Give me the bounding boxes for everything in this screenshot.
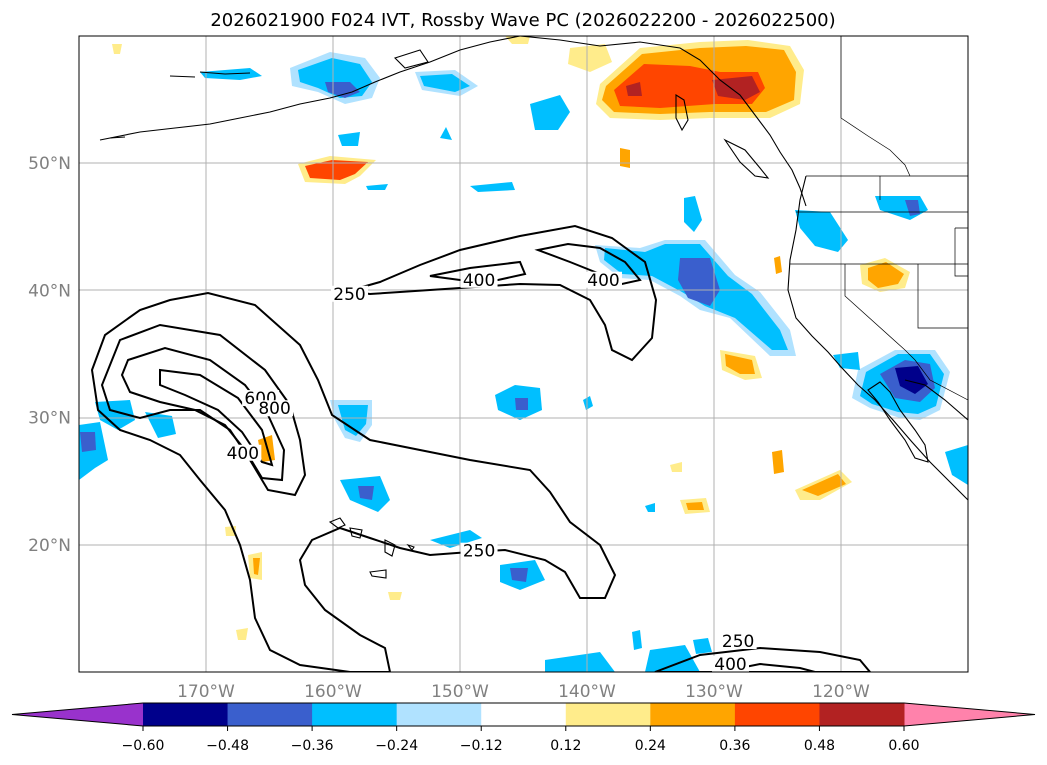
- colorbar-tick-label: −0.48: [206, 738, 249, 754]
- pos-anomaly-great-basin: [774, 256, 910, 292]
- neg-anomaly-aleutian-mid: [415, 70, 478, 96]
- ivt-contour-label: 400: [463, 271, 495, 291]
- ivt-contour-label: 250: [463, 542, 495, 562]
- colorbar: −0.60 −0.48 −0.36 −0.24 −0.12 0.12 0.24 0.36 0.4…: [11, 702, 1036, 754]
- kodiak-island: [393, 49, 429, 69]
- colorbar-bin: [734, 703, 820, 726]
- ivt-contour-label: 250: [333, 285, 365, 305]
- colorbar-bin: [227, 703, 313, 726]
- map-title: 2026021900 F024 IVT, Rossby Wave PC (202…: [210, 10, 835, 31]
- lat-tick-label: 20°N: [28, 536, 71, 556]
- contour-label-background: [585, 271, 623, 288]
- hawaiian-islands: [328, 517, 415, 579]
- lat-tick-label: 40°N: [28, 281, 71, 301]
- political-borders: [790, 36, 968, 401]
- ivt-contour-400-north: [429, 260, 527, 281]
- colorbar-tick-label: −0.36: [291, 738, 334, 754]
- ivt-contour-label: 250: [722, 632, 754, 652]
- colorbar-bin: [481, 703, 567, 726]
- colorbar-bin: [312, 703, 398, 726]
- gridlines: [79, 36, 968, 672]
- negative-pc-anomalies: [79, 52, 968, 672]
- haida-gwaii: [675, 94, 689, 132]
- baja-peninsula: [867, 381, 929, 463]
- colorbar-bin: [650, 703, 736, 726]
- alaska-peninsula-coast: [99, 36, 521, 141]
- colorbar-ticks: −0.60 −0.48 −0.36 −0.24 −0.12 0.12 0.24 0.36 0.4…: [122, 726, 920, 754]
- neg-anomaly-south: [545, 630, 712, 672]
- colorbar-tick-label: −0.12: [460, 738, 503, 754]
- neg-anomaly-subtropics: [330, 385, 655, 590]
- gulf-alaska-coast: [519, 36, 807, 207]
- contour-label-background: [460, 542, 498, 559]
- colorbar-tick-label: −0.24: [375, 738, 418, 754]
- lon-tick-label: 130°W: [685, 682, 743, 702]
- neg-anomaly-oregon-offshore: [684, 196, 702, 232]
- ivt-contour-250-south: [654, 646, 872, 672]
- gulf-california-coast: [904, 379, 968, 421]
- colorbar-bin: [819, 703, 905, 726]
- colorbar-tick-label: 0.12: [550, 738, 581, 754]
- neg-anomaly-east-aleutian: [530, 95, 570, 130]
- lon-tick-label: 160°W: [304, 682, 362, 702]
- lat-tick-label: 50°N: [28, 154, 71, 174]
- contour-label-background: [719, 633, 757, 650]
- colorbar-bin: [565, 703, 651, 726]
- colorbar-tick-label: 0.48: [804, 738, 835, 754]
- canada-provinces-border: [840, 117, 911, 177]
- neg-anomaly-baja: [833, 350, 968, 485]
- state-borders: [790, 176, 968, 401]
- lon-tick-label: 150°W: [431, 682, 489, 702]
- pos-anomaly-southwest: [670, 350, 852, 514]
- ivt-contour-label: 800: [258, 399, 290, 419]
- neg-anomaly-small-2: [440, 127, 452, 140]
- colorbar-tick-label: 0.24: [635, 738, 666, 754]
- contour-label-background: [712, 655, 750, 672]
- contour-label-background: [460, 271, 498, 288]
- lon-tick-label: 120°W: [812, 682, 870, 702]
- pos-anomaly-british-columbia: [505, 36, 804, 120]
- ivt-contour-400-north-east: [534, 242, 642, 286]
- neg-anomaly-small-3: [470, 182, 515, 192]
- vancouver-island: [723, 138, 770, 179]
- neg-anomaly-northeast-pacific: [595, 240, 796, 356]
- latitude-tick-labels: 20°N 30°N 40°N 50°N: [28, 154, 71, 556]
- colorbar-tick-label: 0.60: [888, 738, 919, 754]
- west-coast-usa: [787, 175, 968, 501]
- ivt-contour-label: 400: [227, 444, 259, 464]
- coastlines: [99, 36, 968, 579]
- ivt-contour-label: 400: [587, 271, 619, 291]
- contour-label-background: [256, 400, 294, 417]
- ivt-contour-250-main: [90, 291, 617, 672]
- colorbar-tick-label: 0.36: [719, 738, 750, 754]
- longitude-tick-labels: 170°W 160°W 150°W 140°W 130°W 120°W: [177, 682, 870, 702]
- neg-anomaly-small-4: [366, 184, 388, 190]
- lat-tick-label: 30°N: [28, 409, 71, 429]
- colorbar-bins: [143, 703, 905, 726]
- lon-tick-label: 170°W: [177, 682, 235, 702]
- aleutian-island-chain: [109, 71, 251, 139]
- colorbar-tick-label: −0.60: [122, 738, 165, 754]
- neg-anomaly-gulf-alaska: [290, 52, 380, 104]
- lon-tick-label: 140°W: [558, 682, 616, 702]
- colorbar-bin: [143, 703, 229, 726]
- ivt-contour-600-main: [120, 346, 286, 482]
- contour-label-background: [224, 444, 262, 461]
- ivt-contour-400-main: [100, 323, 307, 497]
- ivt-contour-label: 400: [714, 655, 746, 675]
- neg-anomaly-small-1: [338, 132, 360, 146]
- positive-pc-anomalies: [112, 36, 910, 640]
- colorbar-high-extension: [904, 703, 1035, 726]
- ivt-contour-800-main: [159, 368, 274, 467]
- map-frame: [78, 35, 969, 673]
- colorbar-bin: [396, 703, 482, 726]
- contour-label-background: [331, 285, 369, 302]
- colorbar-low-extension: [12, 703, 143, 726]
